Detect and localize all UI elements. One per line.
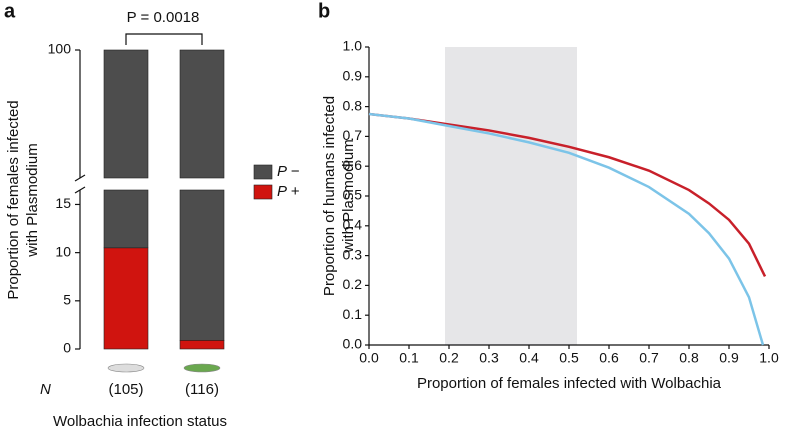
- x-axis-title: Proportion of females infected with Wolb…: [417, 375, 722, 392]
- x-tick-label: 1.0: [759, 350, 779, 366]
- x-tick-label: 0.4: [519, 350, 539, 366]
- y-tick-label: 0.3: [343, 246, 363, 262]
- panel-label: b: [318, 0, 330, 22]
- y-tick-label: 100: [48, 41, 72, 57]
- n-label: N: [40, 381, 51, 398]
- y-tick-label: 0.6: [343, 157, 363, 173]
- legend-swatch: [253, 164, 273, 180]
- legend-label: P +: [277, 183, 300, 200]
- x-tick-label: 0.7: [639, 350, 659, 366]
- line: [368, 112, 767, 278]
- x-axis-title: Wolbachia infection status: [53, 413, 227, 430]
- bar-segment: [179, 340, 225, 350]
- panel-label: a: [4, 0, 16, 22]
- y-tick-label: 0.7: [343, 127, 363, 143]
- bar-segment: [103, 49, 149, 179]
- axis-break: [74, 186, 86, 194]
- y-tick-label: 0.2: [343, 276, 363, 292]
- significance-bracket: [125, 33, 203, 45]
- y-tick-label: 0: [63, 340, 71, 356]
- bar-segment: [103, 189, 149, 249]
- x-tick-label: 0.9: [719, 350, 739, 366]
- axis-break: [74, 174, 86, 182]
- line: [368, 112, 765, 346]
- y-tick-label: 5: [63, 292, 71, 308]
- highlight-band: [445, 47, 577, 345]
- y-tick-label: 0.8: [343, 97, 363, 113]
- y-tick-label: 1.0: [343, 38, 363, 54]
- mosquito-icon: [107, 363, 145, 373]
- bar-segment: [179, 189, 225, 341]
- y-label-line: Proportion of females infected: [5, 100, 22, 299]
- x-tick-label: 0.0: [359, 350, 379, 366]
- x-tick-label: 0.8: [679, 350, 699, 366]
- x-tick-label: 0.2: [439, 350, 459, 366]
- x-tick-label: (105): [108, 381, 143, 398]
- y-tick-label: 15: [55, 195, 71, 211]
- mosquito-icon: [183, 363, 221, 373]
- y-label-line: with Plasmodium: [340, 139, 357, 253]
- x-tick-label: 0.6: [599, 350, 619, 366]
- y-tick-label: 0.4: [343, 217, 363, 233]
- y-tick-label: 10: [55, 243, 71, 259]
- x-tick-label: 0.1: [399, 350, 419, 366]
- y-tick-label: 0.1: [343, 306, 363, 322]
- bar-segment: [103, 247, 149, 350]
- y-axis-title: Proportion of females infected with Plas…: [5, 96, 357, 300]
- p-value: P = 0.0018: [127, 9, 200, 26]
- legend-label: P −: [277, 163, 300, 180]
- x-tick-label: (116): [185, 381, 219, 398]
- y-tick-label: 0.5: [343, 187, 363, 203]
- y-label-line: Proportion of humans infected: [321, 96, 338, 296]
- y-tick-label: 0.0: [343, 336, 363, 352]
- y-tick-label: 0.9: [343, 68, 363, 84]
- legend-swatch: [253, 184, 273, 200]
- bar-segment: [179, 49, 225, 179]
- x-tick-label: 0.3: [479, 350, 499, 366]
- x-tick-label: 0.5: [559, 350, 579, 366]
- y-label-line: with Plasmodium: [24, 143, 41, 257]
